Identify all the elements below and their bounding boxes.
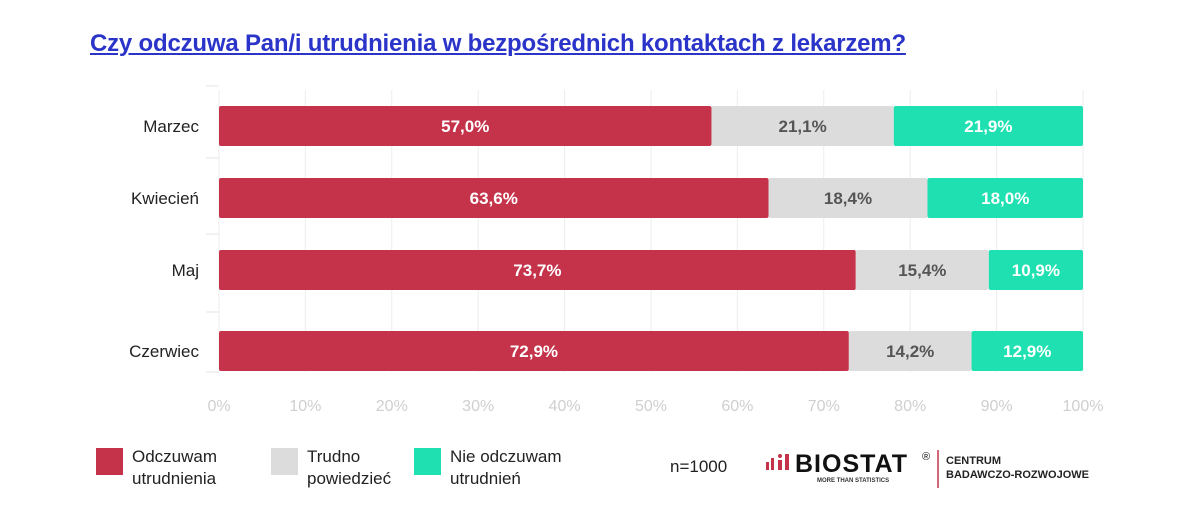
x-tick-label: 10% [289,398,321,415]
bar-segment [219,106,712,146]
bar-segment [711,106,894,146]
division-line2: BADAWCZO-ROZWOJOWE [946,469,1089,481]
x-tick-label: 90% [981,398,1013,415]
bar-segment [219,250,856,290]
legend-label-line2: powiedzieć [307,469,392,488]
data-label: 72,9% [510,342,558,361]
legend-label-line2: utrudnienia [132,469,217,488]
data-label: 18,4% [824,189,872,208]
legend-swatch-green [414,448,441,475]
bar-segment [893,106,1083,146]
data-label: 73,7% [513,261,561,280]
x-tick-label: 30% [462,398,494,415]
legend-swatch-grey [271,448,298,475]
data-label: 57,0% [441,117,489,136]
data-label: 12,9% [1003,342,1051,361]
category-label: Maj [172,261,199,280]
bar-segment [855,250,989,290]
x-tick-label: 0% [207,398,230,415]
division-line1: CENTRUM [946,455,1001,467]
sample-size: n=1000 [670,457,728,476]
legend-swatch-red [96,448,123,475]
legend-item-trudno: Trudno powiedzieć [271,446,391,490]
category-label: Marzec [143,117,199,136]
category-label: Czerwiec [129,342,199,361]
bar-segment [219,331,849,371]
x-tick-label: 70% [808,398,840,415]
bar-segment [971,331,1083,371]
biostat-wordmark: BIOSTAT [795,450,908,478]
bar-segment [848,331,972,371]
data-label: 15,4% [898,261,946,280]
bar-segment [988,250,1083,290]
legend-label-line1: Trudno [307,447,361,466]
biostat-tagline: MORE THAN STATISTICS [817,478,889,484]
bar-segment [219,178,769,218]
legend-item-nie-odczuwam: Nie odczuwam utrudnień [414,446,562,490]
x-tick-label: 20% [376,398,408,415]
data-label: 14,2% [886,342,934,361]
x-tick-label: 100% [1063,398,1104,415]
data-label: 63,6% [470,189,518,208]
biostat-bars-icon [766,454,789,470]
x-tick-label: 60% [721,398,753,415]
category-label: Kwiecień [131,189,199,208]
bar-segment [927,178,1083,218]
legend-label-line1: Odczuwam [132,447,218,466]
registered-mark: ® [922,451,930,463]
data-label: 21,9% [964,117,1012,136]
legend-label-line1: Nie odczuwam [450,447,562,466]
stacked-bar-chart: 0% 10% 20% 30% 40% 50% 60% 70% 80% 90% 100% Marzec 5… [129,85,1104,415]
x-tick-label: 50% [635,398,667,415]
x-tick-label: 40% [549,398,581,415]
legend-item-odczuwam: Odczuwam utrudnienia [96,446,217,490]
data-label: 21,1% [779,117,827,136]
data-label: 18,0% [981,189,1029,208]
x-tick-label: 80% [894,398,926,415]
biostat-logo: BIOSTAT ® MORE THAN STATISTICS CENTRUM B… [766,450,1089,488]
bar-segment [768,178,928,218]
legend-label-line2: utrudnień [450,469,521,488]
chart-title: Czy odczuwa Pan/i utrudnienia w bezpośre… [90,30,906,57]
data-label: 10,9% [1012,261,1060,280]
